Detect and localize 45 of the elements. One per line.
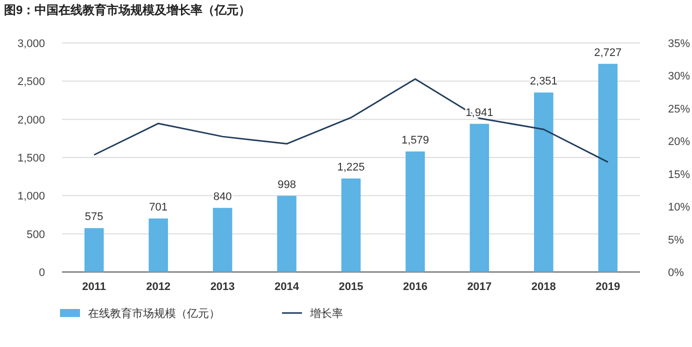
x-tick-label: 2014	[274, 281, 300, 293]
bar	[598, 64, 618, 272]
y-tick-label: 0	[38, 267, 45, 279]
y2-tick-label: 15%	[668, 168, 690, 181]
x-tick-label: 2011	[82, 281, 106, 293]
chart-title: 图9：中国在线教育市场规模及增长率（亿元）	[4, 3, 251, 17]
y2-tick-label: 0%	[668, 267, 684, 279]
data-label: 840	[213, 190, 232, 203]
bar	[212, 208, 232, 272]
y-tick-label: 3,000	[17, 38, 45, 50]
y-tick-label: 1,500	[17, 152, 45, 164]
x-tick-label: 2018	[531, 281, 556, 293]
y2-tick-label: 20%	[668, 136, 690, 148]
data-label: 2,727	[594, 46, 622, 59]
y-tick-label: 1,000	[17, 190, 45, 203]
y2-tick-label: 30%	[668, 70, 690, 83]
data-label: 1,225	[337, 161, 365, 174]
line-series	[93, 78, 609, 163]
legend-label: 增长率	[309, 307, 343, 320]
data-label: 701	[149, 201, 168, 214]
y2-tick-label: 5%	[668, 234, 684, 246]
data-label: 2,351	[530, 76, 558, 88]
bar	[406, 151, 425, 272]
x-tick-label: 2012	[146, 281, 171, 293]
data-label: 1,579	[401, 134, 429, 146]
bar	[148, 218, 168, 272]
x-tick-label: 2017	[467, 281, 492, 293]
x-tick-label: 2015	[338, 281, 364, 293]
legend-label: 在线教育市场规模（亿元）	[88, 307, 220, 320]
bar	[84, 228, 104, 272]
y2-tick-label: 35%	[668, 38, 690, 50]
y-tick-label: 2,000	[17, 114, 45, 126]
y-tick-label: 2,500	[17, 76, 45, 88]
bar	[534, 92, 554, 272]
bar	[277, 196, 296, 272]
x-tick-label: 2016	[402, 281, 428, 293]
bar	[341, 178, 361, 272]
y2-tick-label: 25%	[668, 103, 690, 116]
data-label: 575	[84, 211, 104, 224]
x-tick-label: 2019	[596, 281, 620, 293]
bar	[470, 124, 490, 272]
y2-tick-label: 10%	[668, 202, 690, 214]
data-label: 998	[278, 178, 296, 191]
x-tick-label: 2013	[210, 281, 235, 293]
y-tick-label: 500	[26, 228, 45, 241]
